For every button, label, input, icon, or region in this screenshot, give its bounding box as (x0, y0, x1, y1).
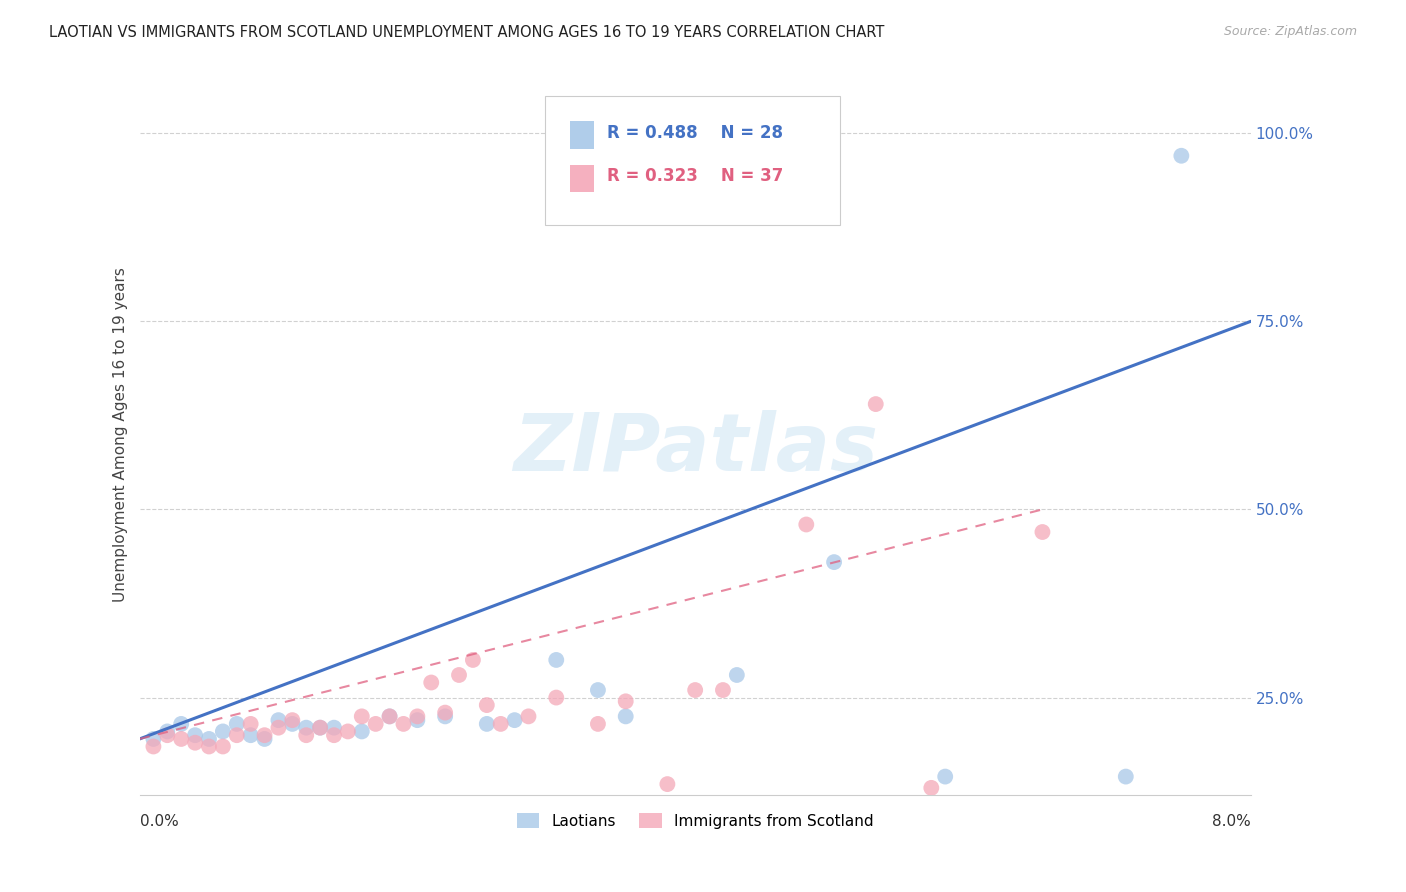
Point (323, 721, 346, 735)
Point (281, 713, 304, 727)
Point (239, 717, 262, 731)
Point (475, 717, 498, 731)
Point (295, 728, 318, 742)
Legend: Laotians, Immigrants from Scotland: Laotians, Immigrants from Scotland (510, 806, 880, 835)
Point (614, 709, 637, 723)
Text: 0.0%: 0.0% (139, 814, 179, 830)
Point (934, 770, 956, 784)
Point (323, 728, 346, 742)
Point (295, 721, 318, 735)
Point (378, 709, 401, 723)
Point (350, 724, 373, 739)
Point (657, 777, 679, 791)
Point (406, 709, 429, 723)
Point (546, 690, 568, 705)
Point (350, 709, 373, 723)
Point (434, 709, 457, 723)
Text: Source: ZipAtlas.com: Source: ZipAtlas.com (1223, 25, 1357, 38)
Point (406, 713, 429, 727)
Point (239, 728, 262, 742)
Text: 8.0%: 8.0% (1212, 814, 1251, 830)
Point (156, 724, 179, 739)
Point (794, 517, 817, 532)
Point (711, 683, 734, 698)
Point (267, 713, 290, 727)
Point (142, 739, 165, 754)
Point (225, 717, 247, 731)
Point (156, 728, 179, 742)
Point (309, 721, 332, 735)
Point (614, 694, 637, 708)
FancyBboxPatch shape (546, 96, 839, 225)
Point (253, 731, 276, 746)
Point (198, 731, 221, 746)
Point (184, 728, 207, 742)
Point (170, 731, 193, 746)
Point (392, 717, 415, 731)
Bar (569, 165, 595, 192)
Point (865, 397, 887, 411)
Point (267, 721, 290, 735)
Point (1031, 524, 1053, 539)
Point (198, 739, 221, 754)
Point (184, 736, 207, 750)
Point (212, 724, 235, 739)
Point (920, 780, 942, 795)
Point (212, 739, 235, 754)
Point (225, 728, 247, 742)
Point (1170, 149, 1192, 163)
Point (546, 653, 568, 667)
Point (475, 698, 498, 712)
Point (517, 709, 540, 723)
Point (420, 675, 443, 690)
Point (489, 717, 512, 731)
Point (364, 717, 387, 731)
Point (1115, 770, 1137, 784)
Point (309, 721, 332, 735)
Point (253, 728, 276, 742)
Point (336, 724, 359, 739)
Point (461, 653, 484, 667)
Point (142, 731, 165, 746)
Point (823, 555, 845, 569)
Point (378, 709, 401, 723)
Text: LAOTIAN VS IMMIGRANTS FROM SCOTLAND UNEMPLOYMENT AMONG AGES 16 TO 19 YEARS CORRE: LAOTIAN VS IMMIGRANTS FROM SCOTLAND UNEM… (49, 25, 884, 40)
Bar (569, 121, 595, 149)
Y-axis label: Unemployment Among Ages 16 to 19 years: Unemployment Among Ages 16 to 19 years (114, 267, 128, 601)
Point (281, 717, 304, 731)
Point (725, 668, 748, 682)
Point (683, 683, 706, 698)
Point (586, 717, 609, 731)
Point (503, 713, 526, 727)
Text: ZIPatlas: ZIPatlas (513, 409, 877, 488)
Point (170, 717, 193, 731)
Point (447, 668, 470, 682)
Text: R = 0.488    N = 28: R = 0.488 N = 28 (607, 124, 783, 142)
Point (434, 706, 457, 720)
Text: R = 0.323    N = 37: R = 0.323 N = 37 (607, 168, 783, 186)
Point (586, 683, 609, 698)
